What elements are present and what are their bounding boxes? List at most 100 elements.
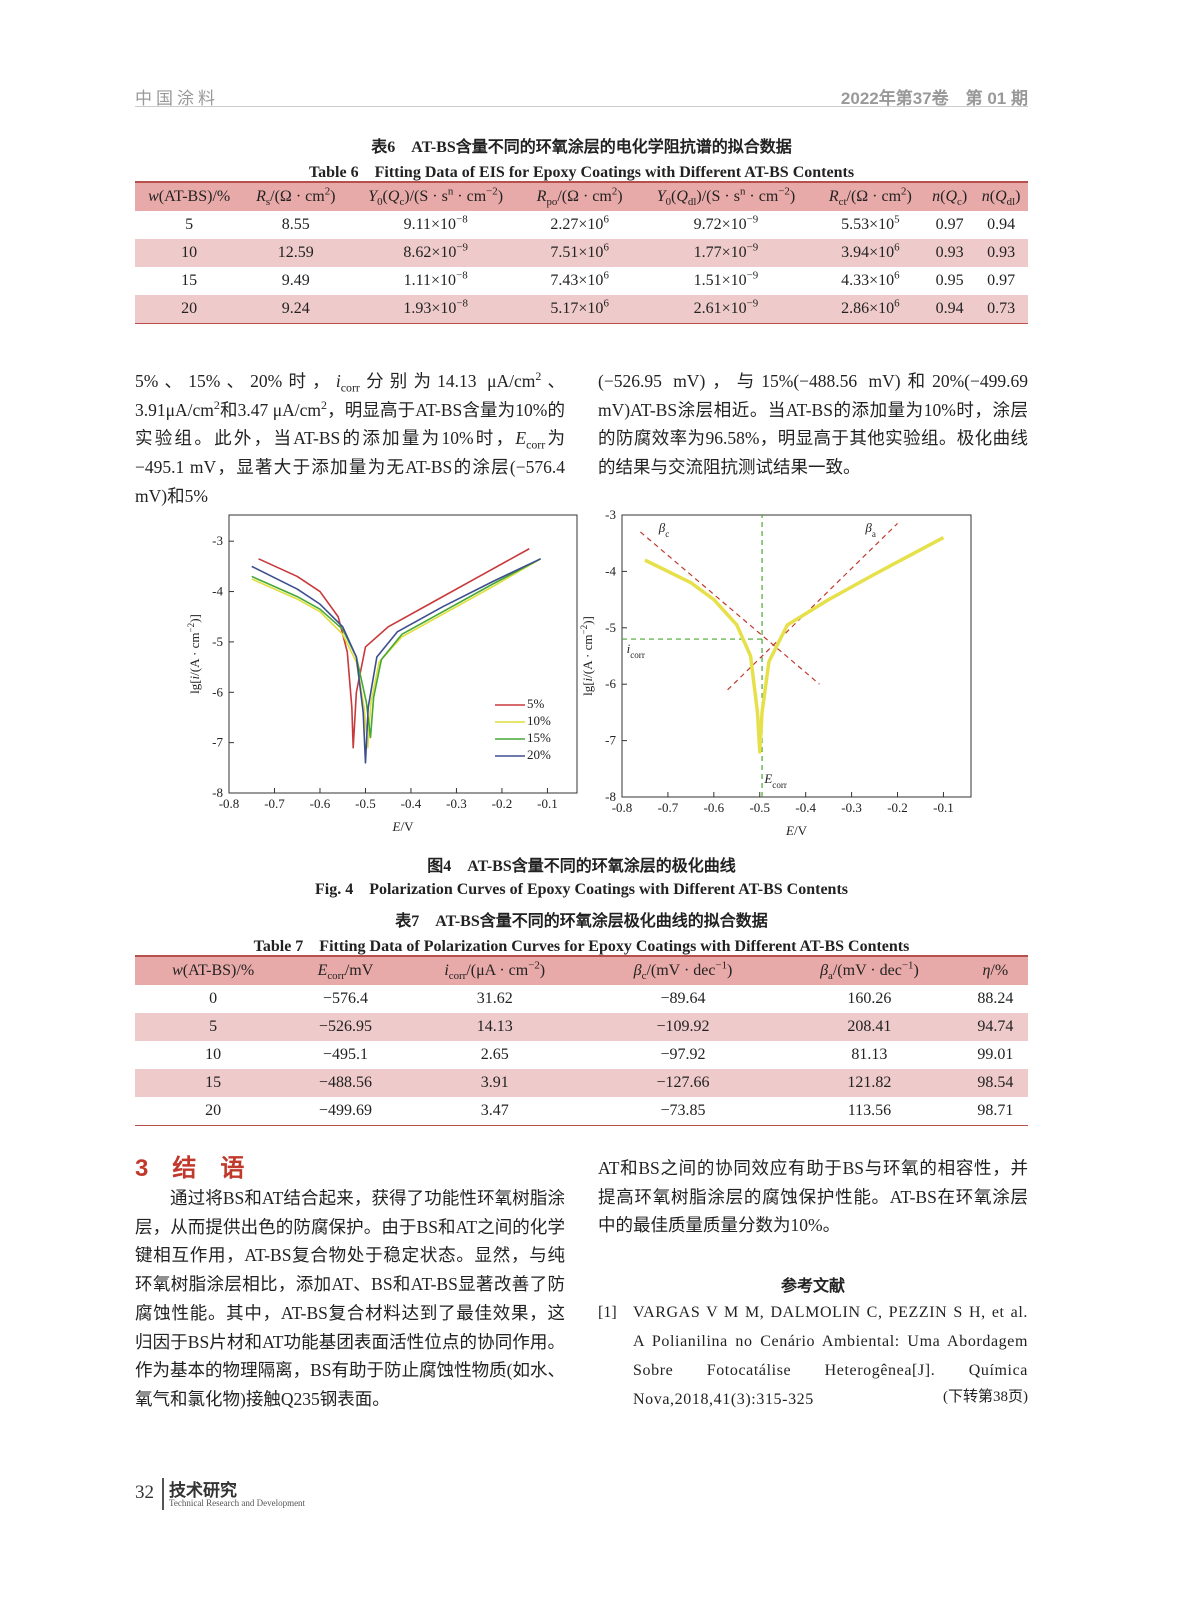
text-run: ( bbox=[671, 188, 677, 205]
reference-text: VARGAS V M M, DALMOLIN C, PEZZIN S H, et… bbox=[633, 1304, 1028, 1408]
text-run: c bbox=[665, 529, 669, 539]
table-row: 20 −499.69 3.47 −73.85 113.56 98.71 bbox=[135, 1097, 1028, 1126]
y-tick-label: -8 bbox=[212, 785, 223, 800]
y-axis-label: lg[i/(A · cm−2)] bbox=[186, 614, 202, 694]
table-cell: −488.56 bbox=[291, 1069, 400, 1097]
text-run: i bbox=[335, 371, 341, 391]
text-run: /(A · cm bbox=[580, 634, 595, 677]
text-run: −2 bbox=[778, 185, 790, 198]
x-axis-label: E/V bbox=[785, 823, 808, 838]
text-run: 2 bbox=[321, 397, 327, 412]
header-cell: Rct/(Ω · cm2) bbox=[815, 181, 926, 211]
table: w(AT-BS)/% Rs/(Ω · cm2) Y0(Qc)/(S · sn · c… bbox=[135, 181, 1028, 324]
table-cell: 3.94×106 bbox=[815, 239, 926, 267]
series-line bbox=[251, 558, 541, 764]
text-run: E bbox=[392, 819, 401, 834]
paragraph: AT和BS之间的协同效应有助于BS与环氧的相容性，并提高环氧树脂涂层的腐蚀保护性… bbox=[598, 1158, 1028, 1236]
header-cell: Rs/(Ω · cm2) bbox=[243, 181, 349, 211]
text-run: −9 bbox=[456, 241, 468, 254]
header-cell: w(AT-BS)/% bbox=[135, 181, 244, 211]
table-cell: 9.49 bbox=[243, 267, 348, 295]
text-run: E bbox=[317, 962, 328, 979]
text-run: −8 bbox=[456, 297, 468, 310]
text-run: −2 bbox=[486, 185, 498, 198]
series-line bbox=[251, 558, 541, 739]
text-run: 98.71 bbox=[977, 1102, 1014, 1119]
text-run: /(mV · dec bbox=[832, 962, 902, 979]
text-run: E bbox=[763, 771, 772, 786]
y-tick-label: -7 bbox=[212, 735, 223, 750]
y-tick-label: -4 bbox=[605, 563, 616, 578]
paragraph: 5%、15%、20%时，icorr分别为14.13 μA/cm2、3.91μA/… bbox=[135, 367, 565, 511]
table-title-cn: 表7 AT-BS含量不同的环氧涂层极化曲线的拟合数据 bbox=[395, 913, 768, 930]
text-run: −97.92 bbox=[660, 1046, 706, 1063]
text-run: 2.61×10 bbox=[693, 300, 747, 317]
text-run: w bbox=[148, 188, 159, 205]
text-run: i bbox=[444, 962, 449, 979]
continued-note: (下转第38页) bbox=[943, 1389, 1028, 1405]
text-run: )] bbox=[187, 614, 202, 623]
x-tick-label: -0.4 bbox=[795, 800, 816, 815]
series-line bbox=[258, 548, 530, 749]
text-run: 88.24 bbox=[977, 990, 1014, 1007]
text-run: 1.77×10 bbox=[693, 244, 747, 261]
text-run: 1.93×10 bbox=[403, 300, 457, 317]
table-cell: 1.11×10−8 bbox=[348, 267, 523, 295]
text-run: /(Ω · cm bbox=[846, 188, 902, 205]
table-cell: 0.97 bbox=[974, 267, 1028, 295]
table-row: 0 −576.4 31.62 −89.64 160.26 88.24 bbox=[135, 985, 1028, 1013]
x-tick-label: -0.6 bbox=[310, 796, 331, 811]
text-run: ) bbox=[727, 962, 733, 979]
table-cell: 31.62 bbox=[400, 985, 590, 1013]
table-cell: 0.94 bbox=[974, 211, 1028, 239]
table-row: 20 9.24 1.93×10−8 5.17×106 2.61×10−9 2.86×106… bbox=[135, 295, 1028, 324]
text-run: R bbox=[828, 188, 839, 205]
figure-caption-en: Fig. 4 Polarization Curves of Epoxy Coat… bbox=[314, 881, 849, 898]
table-cell: −127.66 bbox=[589, 1069, 777, 1097]
text-run: 0 bbox=[377, 196, 383, 209]
text-run: lg[ bbox=[580, 681, 595, 695]
text-run: −9 bbox=[746, 297, 759, 310]
text-run: Y bbox=[368, 188, 378, 205]
table-cell: 98.54 bbox=[962, 1069, 1028, 1097]
text-run: dl bbox=[687, 196, 697, 209]
text-run: /(Ω · cm bbox=[270, 188, 325, 205]
header-cell: n(Qdl) bbox=[974, 181, 1028, 211]
text-run: (AT-BS)/% bbox=[182, 962, 255, 979]
text-run: ) bbox=[913, 962, 919, 979]
text-run: corr bbox=[448, 970, 467, 983]
text-run: 5 bbox=[209, 1018, 218, 1035]
text-run: 99.01 bbox=[977, 1046, 1014, 1063]
y-tick-label: -3 bbox=[605, 507, 616, 522]
text-run: corr bbox=[772, 780, 787, 790]
text-run: ) bbox=[497, 188, 504, 205]
table-cell: 208.41 bbox=[776, 1013, 963, 1041]
text-run: dl bbox=[1006, 196, 1016, 209]
y-tick-label: -3 bbox=[212, 533, 223, 548]
text-run: 5.53×10 bbox=[841, 216, 895, 233]
header-cell: Ecorr/mV bbox=[291, 955, 400, 985]
text-run: 94.74 bbox=[977, 1018, 1014, 1035]
paragraph: 通过将BS和AT结合起来，获得了功能性环氧树脂涂层，从而提供出色的防腐保护。由于… bbox=[135, 1188, 565, 1409]
text-run: 10 bbox=[181, 244, 198, 261]
table-cell: 14.13 bbox=[399, 1013, 590, 1041]
table-cell: 7.43×106 bbox=[523, 267, 636, 295]
text-run: ，明显高于AT-BS含量为10%的实验组。此外，当AT-BS的添加量为10%时， bbox=[135, 399, 566, 449]
text-run: 5.17×10 bbox=[550, 300, 604, 317]
table-cell: 15 bbox=[135, 267, 243, 295]
text-run: −127.66 bbox=[656, 1074, 710, 1091]
text-run: Q bbox=[676, 188, 688, 205]
text-run: n bbox=[739, 185, 746, 198]
text-run: 1.11×10 bbox=[403, 272, 457, 289]
paragraph: (−526.95 mV)，与15%(−488.56 mV)和20%(−499.6… bbox=[598, 371, 1028, 478]
text-run: Y bbox=[656, 188, 666, 205]
text-run: −2 bbox=[186, 622, 196, 632]
text-run: 208.41 bbox=[847, 1018, 892, 1035]
text-run: po bbox=[546, 196, 558, 209]
legend-label: 10% bbox=[527, 713, 551, 728]
table-cell: 2.65 bbox=[400, 1041, 590, 1069]
table-cell: −526.95 bbox=[291, 1013, 400, 1041]
text-run: 为−495.1 mV，显著大于添加量为无AT-BS的涂层(−576.4 mV)和… bbox=[135, 428, 565, 506]
text-run: −8 bbox=[456, 213, 468, 226]
